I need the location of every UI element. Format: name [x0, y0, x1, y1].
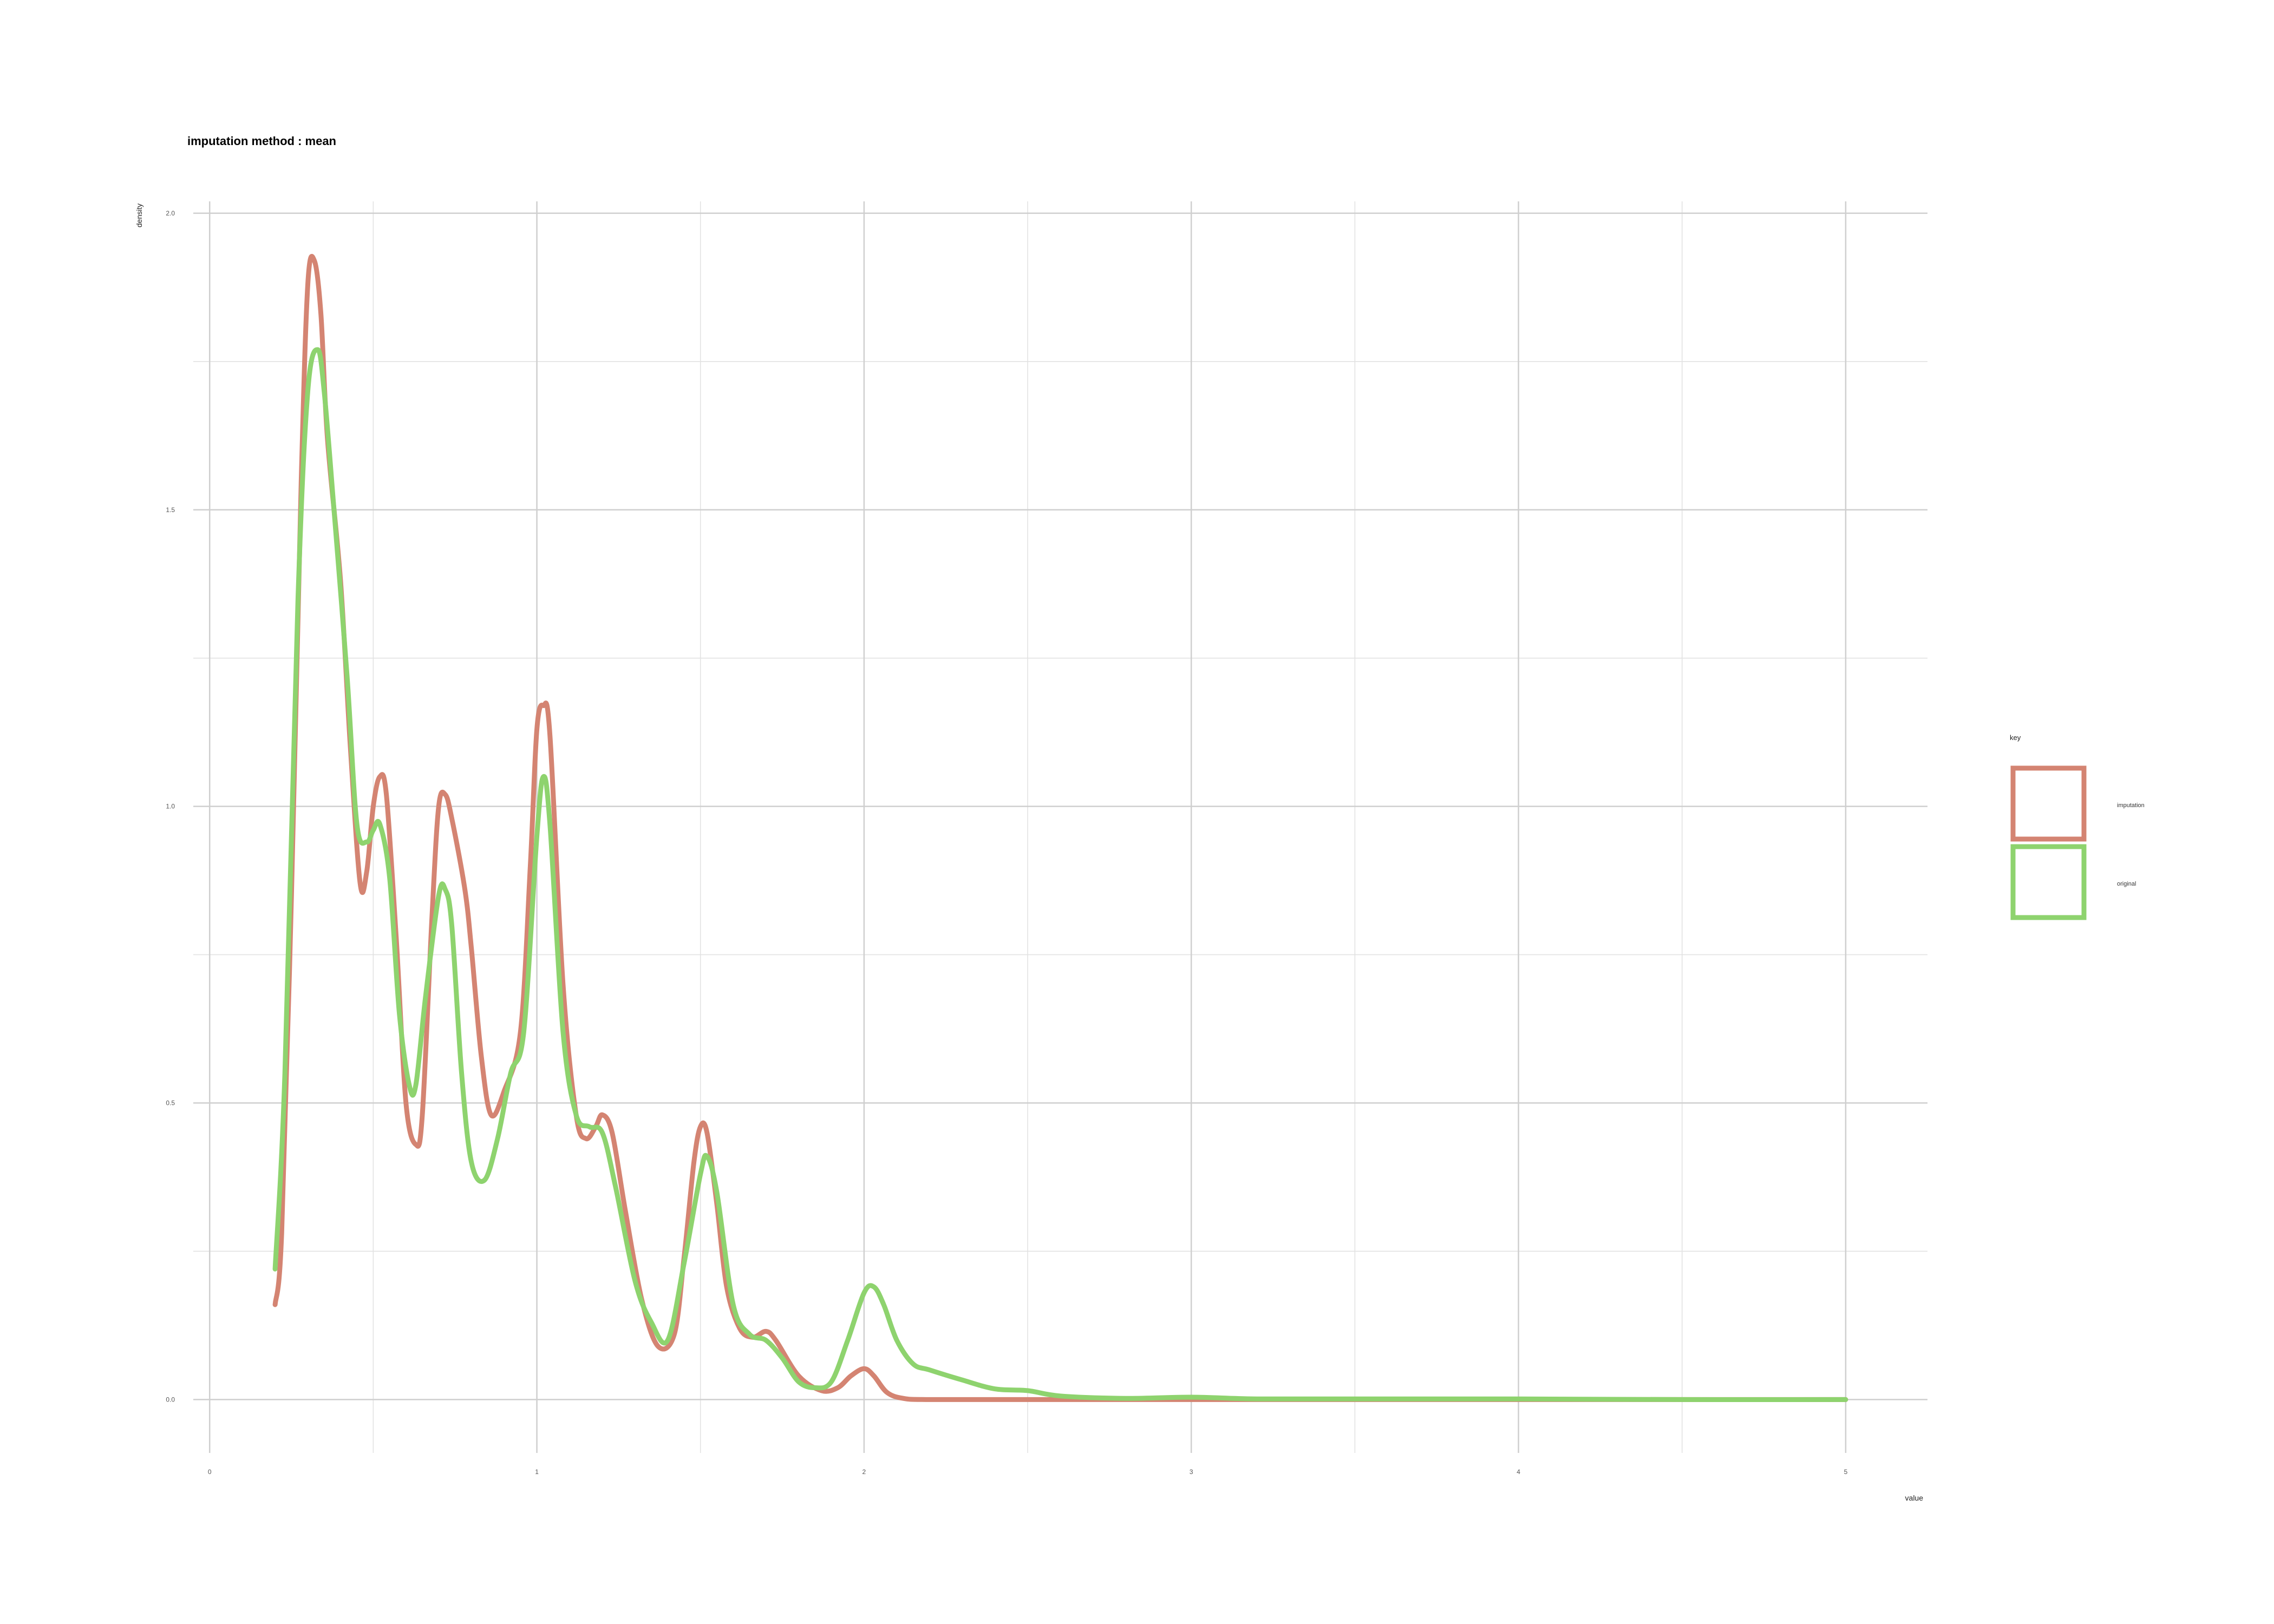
x-tick-label: 5: [1844, 1468, 1848, 1476]
series-lines: [272, 254, 1848, 1403]
y-tick-label: 0.0: [166, 1396, 175, 1403]
x-tick-label: 4: [1517, 1468, 1520, 1476]
legend-label-imputation: imputation: [2117, 802, 2145, 809]
legend-key-original: [2010, 844, 2087, 920]
axis-ticks: 0 1 2 3 4 5 0.0 0.5 1.0 1.5 2.0: [166, 209, 1847, 1476]
y-tick-label: 1.0: [166, 803, 175, 810]
legend-title: key: [2010, 734, 2021, 742]
x-tick-label: 0: [208, 1468, 212, 1476]
legend-label-original: original: [2117, 881, 2136, 887]
y-tick-label: 0.5: [166, 1099, 175, 1107]
legend-key-imputation: [2010, 765, 2087, 842]
x-tick-label: 2: [862, 1468, 866, 1476]
x-tick-label: 3: [1190, 1468, 1193, 1476]
legend: key imputation original: [2010, 734, 2145, 920]
grid: [193, 201, 1927, 1453]
y-tick-label: 1.5: [166, 506, 175, 514]
x-tick-label: 1: [535, 1468, 539, 1476]
x-axis-label: value: [1905, 1494, 1924, 1502]
series-line-imputation: [272, 254, 1848, 1403]
y-axis-label: density: [135, 204, 143, 227]
chart-title: imputation method : mean: [187, 134, 336, 148]
y-tick-label: 2.0: [166, 209, 175, 217]
series-line-original: [272, 347, 1848, 1402]
